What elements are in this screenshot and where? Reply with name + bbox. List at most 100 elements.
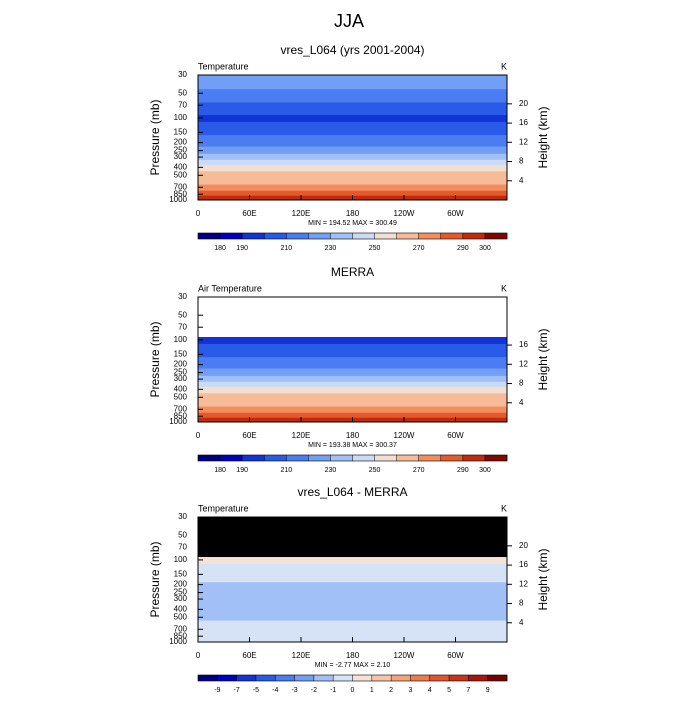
y-tick-label: 30 [178,512,187,521]
x-tick-label: 120E [292,209,311,218]
y2-tick-label: 12 [519,579,528,588]
y-tick-label: 850 [174,411,188,420]
left-label: Air Temperature [198,283,262,293]
contour-band [198,571,507,578]
contour-band [198,89,507,97]
y-tick-label: 150 [174,569,188,578]
contour-band [198,115,507,123]
y-tick-label: 150 [174,349,188,358]
colorbar-frame [197,674,508,682]
y-tick-label: 1000 [169,637,187,646]
y-tick-label: 850 [174,631,188,640]
contour-band [198,563,507,572]
colorbar-label: 290 [457,245,469,252]
x-tick-label: 60W [447,651,464,660]
colorbar-box [294,675,315,681]
y-tick-label: 400 [174,162,188,171]
colorbar-box [236,675,257,681]
figure-title: JJA [334,11,364,31]
y-tick-label: 700 [174,404,188,413]
colorbar-box [462,233,486,239]
contour-band [198,557,507,565]
contour-band [198,159,507,166]
y2-axis-label: Height (km) [536,106,550,168]
left-label: Temperature [198,503,249,513]
colorbar-box [264,233,287,239]
colorbar-label: 0 [351,687,355,694]
x-tick-label: 0 [196,651,201,660]
contour-band [198,362,507,370]
x-tick-label: 60W [447,431,464,440]
contour-band [198,538,507,545]
colorbar-box [468,675,488,681]
colorbar-label: 210 [280,467,292,474]
contour-band [198,337,507,345]
x-tick-label: 0 [196,209,201,218]
colorbar-box [286,455,309,461]
colorbar-label: 180 [214,245,226,252]
y-tick-label: 50 [178,310,187,319]
y2-tick-label: 8 [519,379,524,388]
colorbar-box [242,233,265,239]
colorbar-label: 7 [466,687,470,694]
colorbar-label: 9 [486,687,490,694]
colorbar-box [352,455,375,461]
y-tick-label: 70 [178,542,187,551]
right-label: K [501,61,507,71]
colorbar-label: 300 [479,245,491,252]
y-tick-label: 700 [174,624,188,633]
y-tick-label: 30 [178,292,187,301]
contour-band [198,357,507,363]
colorbar-box [308,455,331,461]
y-tick-label: 400 [174,604,188,613]
contour-band [198,146,507,155]
panel-title: vres_L064 (yrs 2001-2004) [280,43,424,57]
stats: MIN = 193.38 MAX = 300.37 [308,442,397,449]
colorbar-label: 180 [214,467,226,474]
x-tick-label: 120E [292,651,311,660]
colorbar-box [308,233,331,239]
colorbar-box [286,233,309,239]
y2-tick-label: 20 [519,99,528,108]
y2-tick-label: 4 [519,398,524,407]
colorbar-box [418,233,442,239]
y-tick-label: 400 [174,384,188,393]
y-axis-label: Pressure (mb) [148,321,162,397]
colorbar-box [449,675,469,681]
contour-band [198,601,507,608]
contour-band [198,190,507,197]
contour-band [198,102,507,110]
contour-band [198,129,507,136]
colorbar-box [429,675,450,681]
y2-tick-label: 16 [519,560,528,569]
y2-tick-label: 8 [519,157,524,166]
panel-title: MERRA [331,265,374,279]
x-tick-label: 180 [346,209,360,218]
colorbar-box [220,455,243,461]
y-tick-label: 300 [174,152,188,161]
contour-band [198,318,507,325]
colorbar-box [462,455,486,461]
contour-band [198,135,507,141]
colorbar-box [352,675,373,681]
right-label: K [501,503,507,513]
colorbar-label: 4 [428,687,432,694]
y2-tick-label: 4 [519,176,524,185]
colorbar-label: 1 [370,687,374,694]
contour-band [198,531,507,539]
colorbar-box [374,233,397,239]
contour-band [198,330,507,338]
contour-band [198,351,507,358]
y-tick-label: 70 [178,100,187,109]
contour-band [198,381,507,388]
contour-band [198,400,507,408]
contour-band [198,164,507,172]
colorbar-box [333,675,353,681]
colorbar-frame [197,232,508,240]
right-label: K [501,283,507,293]
contour-band [198,184,507,192]
x-tick-label: 180 [346,431,360,440]
y2-axis-label: Height (km) [536,548,550,610]
contour-band [198,632,507,639]
x-tick-label: 120W [394,431,415,440]
